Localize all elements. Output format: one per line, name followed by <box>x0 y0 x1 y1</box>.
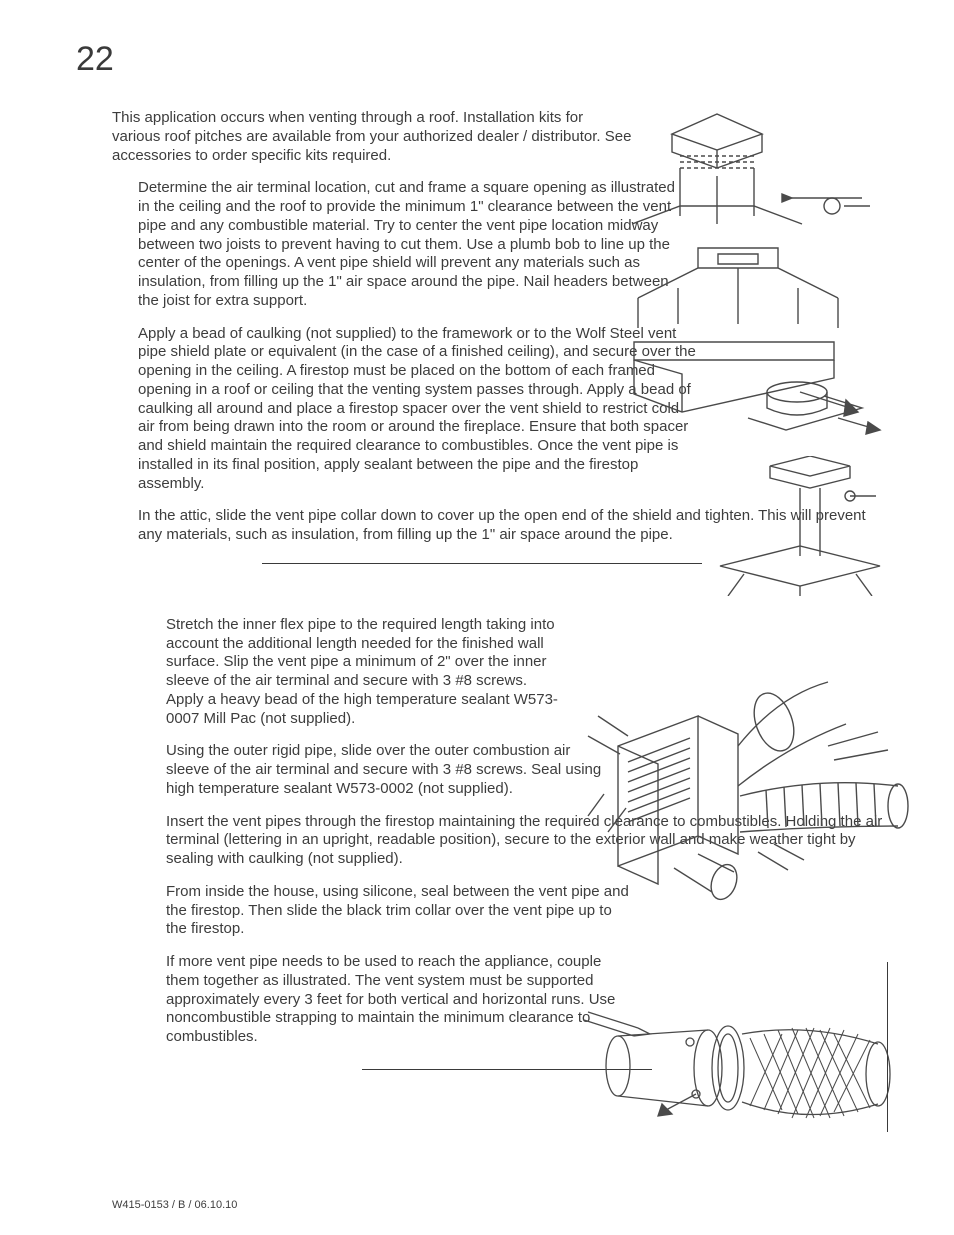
paragraph-2: Apply a bead of caulking (not supplied) … <box>138 325 698 494</box>
page: 22 This application occurs when venting … <box>0 0 954 1235</box>
page-number: 22 <box>76 40 884 79</box>
figure-roof-terminal <box>632 106 872 236</box>
right-margin-rule <box>887 962 888 1132</box>
paragraph-5: Using the outer rigid pipe, slide over t… <box>166 742 606 798</box>
paragraph-intro: This application occurs when venting thr… <box>112 109 632 165</box>
paragraph-8: If more vent pipe needs to be used to re… <box>166 953 631 1047</box>
footer-code: W415-0153 / B / 06.10.10 <box>112 1199 237 1211</box>
paragraph-7: From inside the house, using silicone, s… <box>166 883 631 939</box>
paragraph-4: Stretch the inner flex pipe to the requi… <box>166 616 566 729</box>
figure-wall-terminal <box>578 676 938 906</box>
figure-roof-opening <box>628 238 848 338</box>
figure-attic-shield <box>700 456 890 596</box>
figure-pipe-coupling <box>578 994 898 1154</box>
paragraph-1: Determine the air terminal location, cut… <box>138 179 688 310</box>
divider-rule <box>262 563 702 564</box>
figure-collar <box>742 374 882 444</box>
